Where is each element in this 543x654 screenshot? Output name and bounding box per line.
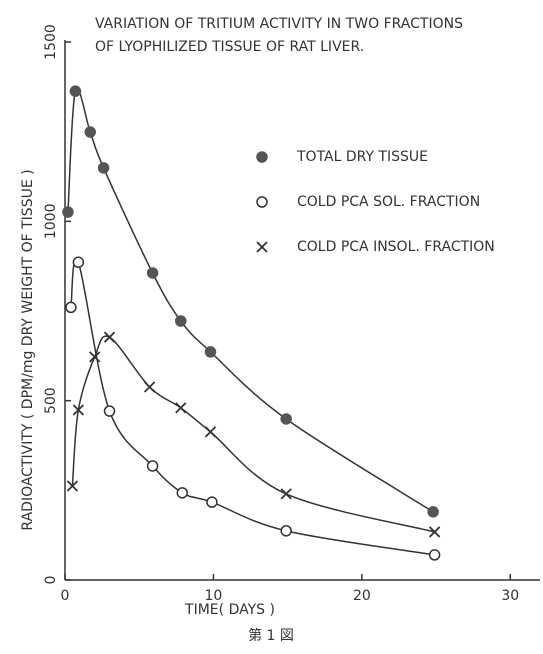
data-point xyxy=(103,405,116,417)
data-point xyxy=(89,351,101,363)
data-point xyxy=(97,162,110,174)
y-tick-label: 0 xyxy=(43,576,59,585)
data-point xyxy=(146,460,159,472)
y-tick-label: 1000 xyxy=(43,204,59,240)
data-point xyxy=(204,426,217,438)
legend-label: COLD PCA INSOL. FRACTION xyxy=(297,239,495,255)
data-point xyxy=(280,413,292,425)
title-line: OF LYOPHILIZED TISSUE OF RAT LIVER. xyxy=(95,39,364,55)
data-point xyxy=(175,402,187,414)
fit-curve xyxy=(70,258,435,556)
legend-label: COLD PCA SOL. FRACTION xyxy=(297,194,480,210)
fit-curve xyxy=(71,335,435,533)
data-point xyxy=(428,549,441,561)
caption: 第 1 図 xyxy=(248,627,294,644)
y-tick-label: 1500 xyxy=(43,24,59,60)
data-point xyxy=(72,256,85,268)
x-tick-label: 0 xyxy=(61,588,70,604)
data-point xyxy=(175,315,187,327)
x-tick-label: 30 xyxy=(501,588,519,604)
data-point xyxy=(146,267,159,279)
data-point xyxy=(103,331,116,343)
data-point xyxy=(66,480,79,492)
legend-marker xyxy=(256,151,268,163)
data-point xyxy=(280,525,292,537)
data-point xyxy=(69,85,82,97)
x-axis-label: TIME( DAYS ) xyxy=(184,602,275,618)
data-point xyxy=(176,487,189,499)
y-tick-label: 500 xyxy=(43,387,59,414)
data-point xyxy=(427,506,439,518)
y-axis-label: RADIOACTIVITY ( DPM/mg DRY WEIGHT OF TIS… xyxy=(20,169,36,530)
legend-label: TOTAL DRY TISSUE xyxy=(296,149,428,165)
data-point xyxy=(204,346,217,358)
x-tick-label: 10 xyxy=(205,588,223,604)
legend-marker xyxy=(256,196,268,208)
data-point xyxy=(428,526,441,538)
title-line: VARIATION OF TRITIUM ACTIVITY IN TWO FRA… xyxy=(95,16,463,32)
data-point xyxy=(84,126,96,138)
data-point xyxy=(280,488,292,500)
legend-marker xyxy=(256,241,268,253)
data-point xyxy=(65,301,77,314)
data-point xyxy=(206,496,218,508)
data-point xyxy=(143,381,156,393)
data-point xyxy=(62,206,74,218)
data-point xyxy=(72,404,84,416)
x-tick-label: 20 xyxy=(353,588,371,604)
